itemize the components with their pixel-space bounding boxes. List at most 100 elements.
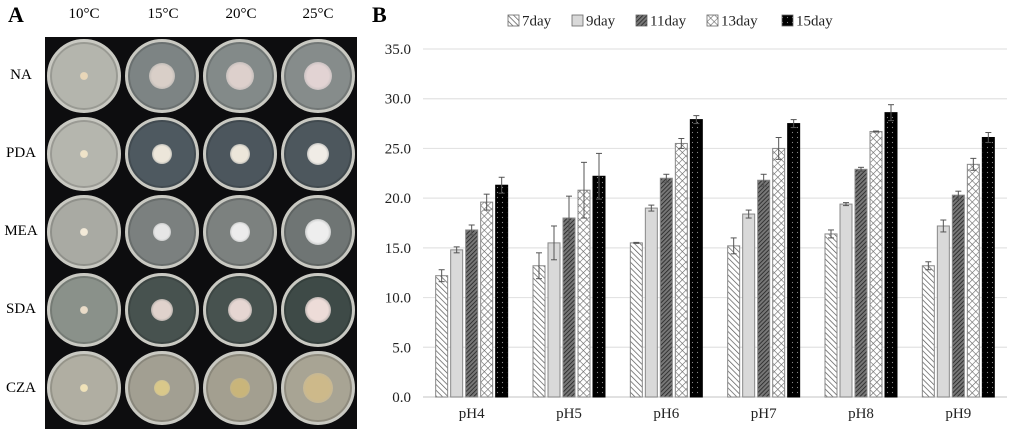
row-label: PDA <box>5 145 36 161</box>
bar-13day-pH6 <box>674 142 688 398</box>
legend-label: 15day <box>796 14 833 30</box>
petri-dish <box>203 39 277 113</box>
error-bar-11day-pH5 <box>566 195 572 241</box>
error-bar-15day-pH9 <box>985 132 992 143</box>
petri-dish <box>203 351 277 425</box>
fungal-colony <box>80 150 88 158</box>
bar-11day-pH8 <box>854 168 868 398</box>
panel-b-label: B <box>372 2 387 27</box>
y-tick-label: 5.0 <box>392 340 411 356</box>
bar-9day-pH6 <box>644 207 658 398</box>
fungal-colony <box>80 306 88 314</box>
bar-7day-pH6 <box>629 242 643 398</box>
fungal-colony <box>228 298 252 322</box>
fungal-colony <box>149 63 175 89</box>
fungal-colony <box>305 219 331 245</box>
bar-15day-pH6 <box>689 119 703 398</box>
error-bar-11day-pH6 <box>663 173 670 183</box>
bar-7day-pH5 <box>532 265 546 398</box>
petri-dish <box>281 117 355 191</box>
column-label: 20°C <box>225 6 257 22</box>
row-label: MEA <box>4 223 38 239</box>
error-bar-15day-pH6 <box>693 115 700 125</box>
petri-dish <box>47 39 121 113</box>
column-label: 25°C <box>302 6 334 22</box>
legend-label: 9day <box>586 14 616 30</box>
petri-dish <box>203 117 277 191</box>
fungal-colony <box>230 378 250 398</box>
x-tick-label: pH6 <box>653 406 679 422</box>
fungal-colony <box>230 222 250 242</box>
fungal-colony <box>226 62 254 90</box>
bar-15day-pH9 <box>981 136 995 398</box>
x-tick-label: pH8 <box>848 406 874 422</box>
error-bar-13day-pH9 <box>970 157 977 171</box>
petri-dish <box>47 195 121 269</box>
legend-item-11day: 11day <box>635 14 687 30</box>
error-bar-15day-pH4 <box>498 176 505 194</box>
bar-7day-pH8 <box>824 233 838 398</box>
row-label: NA <box>10 67 32 83</box>
error-bar-9day-pH4 <box>453 246 460 254</box>
bar-9day-pH9 <box>936 225 950 398</box>
error-bar-7day-pH9 <box>925 261 932 271</box>
legend-label: 7day <box>522 14 552 30</box>
bar-11day-pH9 <box>951 194 965 398</box>
y-tick-label: 25.0 <box>385 141 411 157</box>
error-bar-13day-pH4 <box>483 193 490 211</box>
petri-dish <box>125 273 199 347</box>
bar-13day-pH5 <box>577 189 591 398</box>
bar-11day-pH5 <box>562 217 576 398</box>
error-bar-13day-pH7 <box>775 136 782 160</box>
bar-15day-pH8 <box>884 112 898 398</box>
x-tick-label: pH5 <box>556 406 582 422</box>
error-bar-15day-pH8 <box>888 104 894 122</box>
fungal-colony <box>154 380 170 396</box>
fungal-colony <box>307 143 329 165</box>
legend-swatch <box>507 14 520 27</box>
fungal-colony <box>303 373 333 403</box>
fungal-colony <box>230 144 250 164</box>
legend-label: 13day <box>721 14 758 30</box>
error-bar-11day-pH8 <box>858 166 864 172</box>
bar-7day-pH9 <box>921 265 935 398</box>
bar-9day-pH4 <box>450 249 464 398</box>
petri-dish <box>125 195 199 269</box>
error-bar-11day-pH7 <box>760 173 767 187</box>
panel-a-label: A <box>8 2 24 27</box>
legend-swatch <box>635 14 648 27</box>
fungal-colony <box>305 297 331 323</box>
legend-swatch <box>706 14 719 27</box>
petri-dish <box>125 117 199 191</box>
y-tick-label: 20.0 <box>385 191 411 207</box>
bar-11day-pH6 <box>659 177 673 398</box>
petri-dish <box>125 351 199 425</box>
bar-13day-pH4 <box>480 201 494 398</box>
error-bar-9day-pH9 <box>940 219 947 233</box>
y-tick-label: 10.0 <box>385 291 411 307</box>
petri-dish <box>203 273 277 347</box>
bar-9day-pH7 <box>742 213 756 398</box>
legend-item-9day: 9day <box>571 14 616 30</box>
petri-dish <box>281 351 355 425</box>
petri-dish <box>47 117 121 191</box>
error-bar-7day-pH5 <box>536 252 542 280</box>
bar-15day-pH7 <box>787 123 801 398</box>
x-tick-label: pH7 <box>751 406 777 422</box>
column-label: 10°C <box>68 6 100 22</box>
row-label: CZA <box>6 380 36 396</box>
error-bar-9day-pH8 <box>843 202 849 207</box>
fungal-colony <box>151 299 173 321</box>
error-bar-13day-pH6 <box>678 137 685 149</box>
y-tick-label: 30.0 <box>385 92 411 108</box>
bar-15day-pH4 <box>495 184 509 398</box>
bar-13day-pH8 <box>869 131 883 398</box>
error-bar-7day-pH6 <box>633 241 640 244</box>
error-bar-7day-pH7 <box>730 237 737 255</box>
petri-dish <box>125 39 199 113</box>
error-bar-15day-pH5 <box>596 152 602 200</box>
error-bar-11day-pH9 <box>955 190 962 200</box>
y-tick-label: 0.0 <box>392 390 411 406</box>
error-bar-11day-pH4 <box>468 224 475 236</box>
